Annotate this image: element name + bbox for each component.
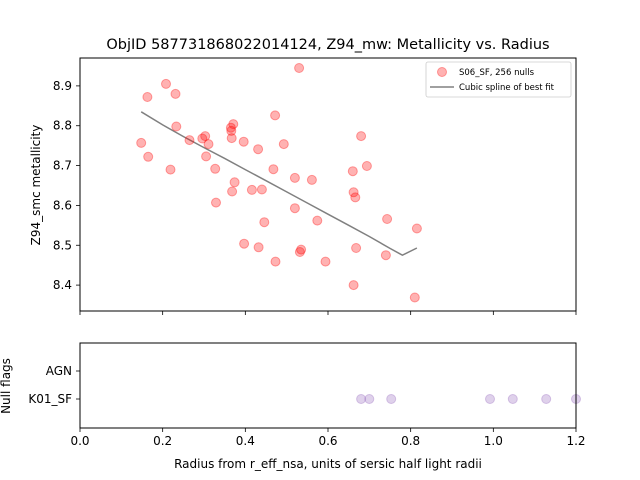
- data-point: [294, 247, 305, 257]
- data-point: [201, 151, 212, 162]
- y-tick-group: 8.4 8.5 8.6 8.7 8.8 8.9: [53, 79, 80, 292]
- category-tick-label: AGN: [46, 364, 72, 378]
- y-tick-label: 8.4: [53, 278, 72, 292]
- data-point: [203, 139, 214, 150]
- data-point: [226, 125, 237, 136]
- legend-box: [425, 61, 572, 98]
- data-point: [226, 133, 237, 144]
- null-flag-marks: [356, 394, 581, 404]
- data-point: [268, 164, 279, 175]
- top-axes-frame: [79, 57, 577, 312]
- data-point: [246, 184, 257, 195]
- data-point: [143, 151, 154, 162]
- data-point: [270, 110, 281, 121]
- y-tick-label: 8.7: [53, 159, 72, 173]
- null-flag-point: [364, 394, 375, 404]
- x-axis-label: Radius from r_eff_nsa, units of sersic h…: [174, 457, 482, 471]
- spline-line: [140, 111, 418, 257]
- data-point: [347, 166, 358, 177]
- data-point: [200, 131, 211, 142]
- legend-scatter-marker: [437, 67, 447, 77]
- x-tick-label: 1.2: [566, 434, 585, 448]
- data-point: [136, 137, 147, 148]
- data-point: [294, 63, 305, 73]
- data-point: [289, 203, 300, 214]
- bottom-y-axis-label: Null flags: [0, 358, 13, 414]
- legend: S06_SF, 256 nulls Cubic spline of best f…: [425, 61, 572, 98]
- data-point: [228, 119, 239, 130]
- data-point: [238, 136, 249, 147]
- data-point: [320, 256, 331, 267]
- data-point: [256, 184, 267, 195]
- null-flag-point: [507, 394, 518, 404]
- data-point: [227, 186, 238, 197]
- chart-title: ObjID 587731868022014124, Z94_mw: Metall…: [106, 37, 549, 53]
- y-tick-label: 8.5: [53, 238, 72, 252]
- data-point: [306, 174, 317, 185]
- data-point: [225, 122, 236, 133]
- data-point: [239, 238, 250, 249]
- data-point: [170, 88, 181, 99]
- category-tick-label: K01_SF: [28, 392, 72, 406]
- data-point: [348, 280, 359, 291]
- data-point: [361, 161, 372, 171]
- data-point: [197, 133, 208, 144]
- data-point: [259, 217, 270, 228]
- category-tick-group: K01_SF AGN: [28, 364, 80, 406]
- x-tick-label: 0.6: [318, 434, 337, 448]
- data-point: [351, 243, 362, 253]
- data-point: [184, 135, 195, 146]
- x-tick-label: 0.2: [153, 434, 172, 448]
- data-point: [210, 163, 221, 174]
- x-tick-label: 1.0: [484, 434, 503, 448]
- data-point: [296, 244, 307, 255]
- metallicity-panel: ObjID 587731868022014124, Z94_mw: Metall…: [29, 37, 577, 315]
- data-point: [142, 92, 153, 102]
- y-tick-label: 8.9: [53, 79, 72, 93]
- null-flag-point: [356, 394, 367, 404]
- data-point: [409, 292, 420, 303]
- x-tick-label: 0.0: [70, 434, 89, 448]
- legend-label-spline: Cubic spline of best fit: [459, 83, 555, 93]
- data-point: [411, 223, 422, 234]
- x-tick-label: 0.8: [401, 434, 420, 448]
- data-marks: [136, 63, 422, 303]
- legend-label-scatter: S06_SF, 256 nulls: [459, 68, 535, 78]
- data-point: [289, 172, 300, 183]
- data-point: [278, 139, 289, 150]
- y-tick-label: 8.8: [53, 119, 72, 133]
- x-tick-label: 0.4: [236, 434, 255, 448]
- data-point: [211, 197, 221, 208]
- null-flags-panel: Null flags Radius from r_eff_nsa, units …: [0, 342, 586, 471]
- data-point: [253, 242, 264, 253]
- data-point: [350, 192, 361, 203]
- data-point: [380, 250, 391, 261]
- top-x-tick-marks: [79, 311, 577, 315]
- data-point: [270, 256, 281, 267]
- y-tick-label: 8.6: [53, 198, 72, 212]
- y-axis-label: Z94_smc metallicity: [29, 125, 43, 246]
- x-tick-group: 0.0 0.2 0.4 0.6 0.8 1.0 1.2: [70, 428, 586, 448]
- data-point: [229, 177, 240, 188]
- data-point: [171, 121, 182, 132]
- data-point: [356, 131, 367, 142]
- bottom-axes-frame: [79, 342, 577, 429]
- data-point: [382, 214, 393, 224]
- null-flag-point: [386, 394, 397, 404]
- data-point: [161, 78, 171, 89]
- null-flag-point: [541, 394, 552, 404]
- null-flag-point: [485, 394, 495, 404]
- data-point: [312, 215, 323, 226]
- data-point: [165, 164, 176, 175]
- data-point: [348, 187, 359, 198]
- data-point: [253, 144, 264, 155]
